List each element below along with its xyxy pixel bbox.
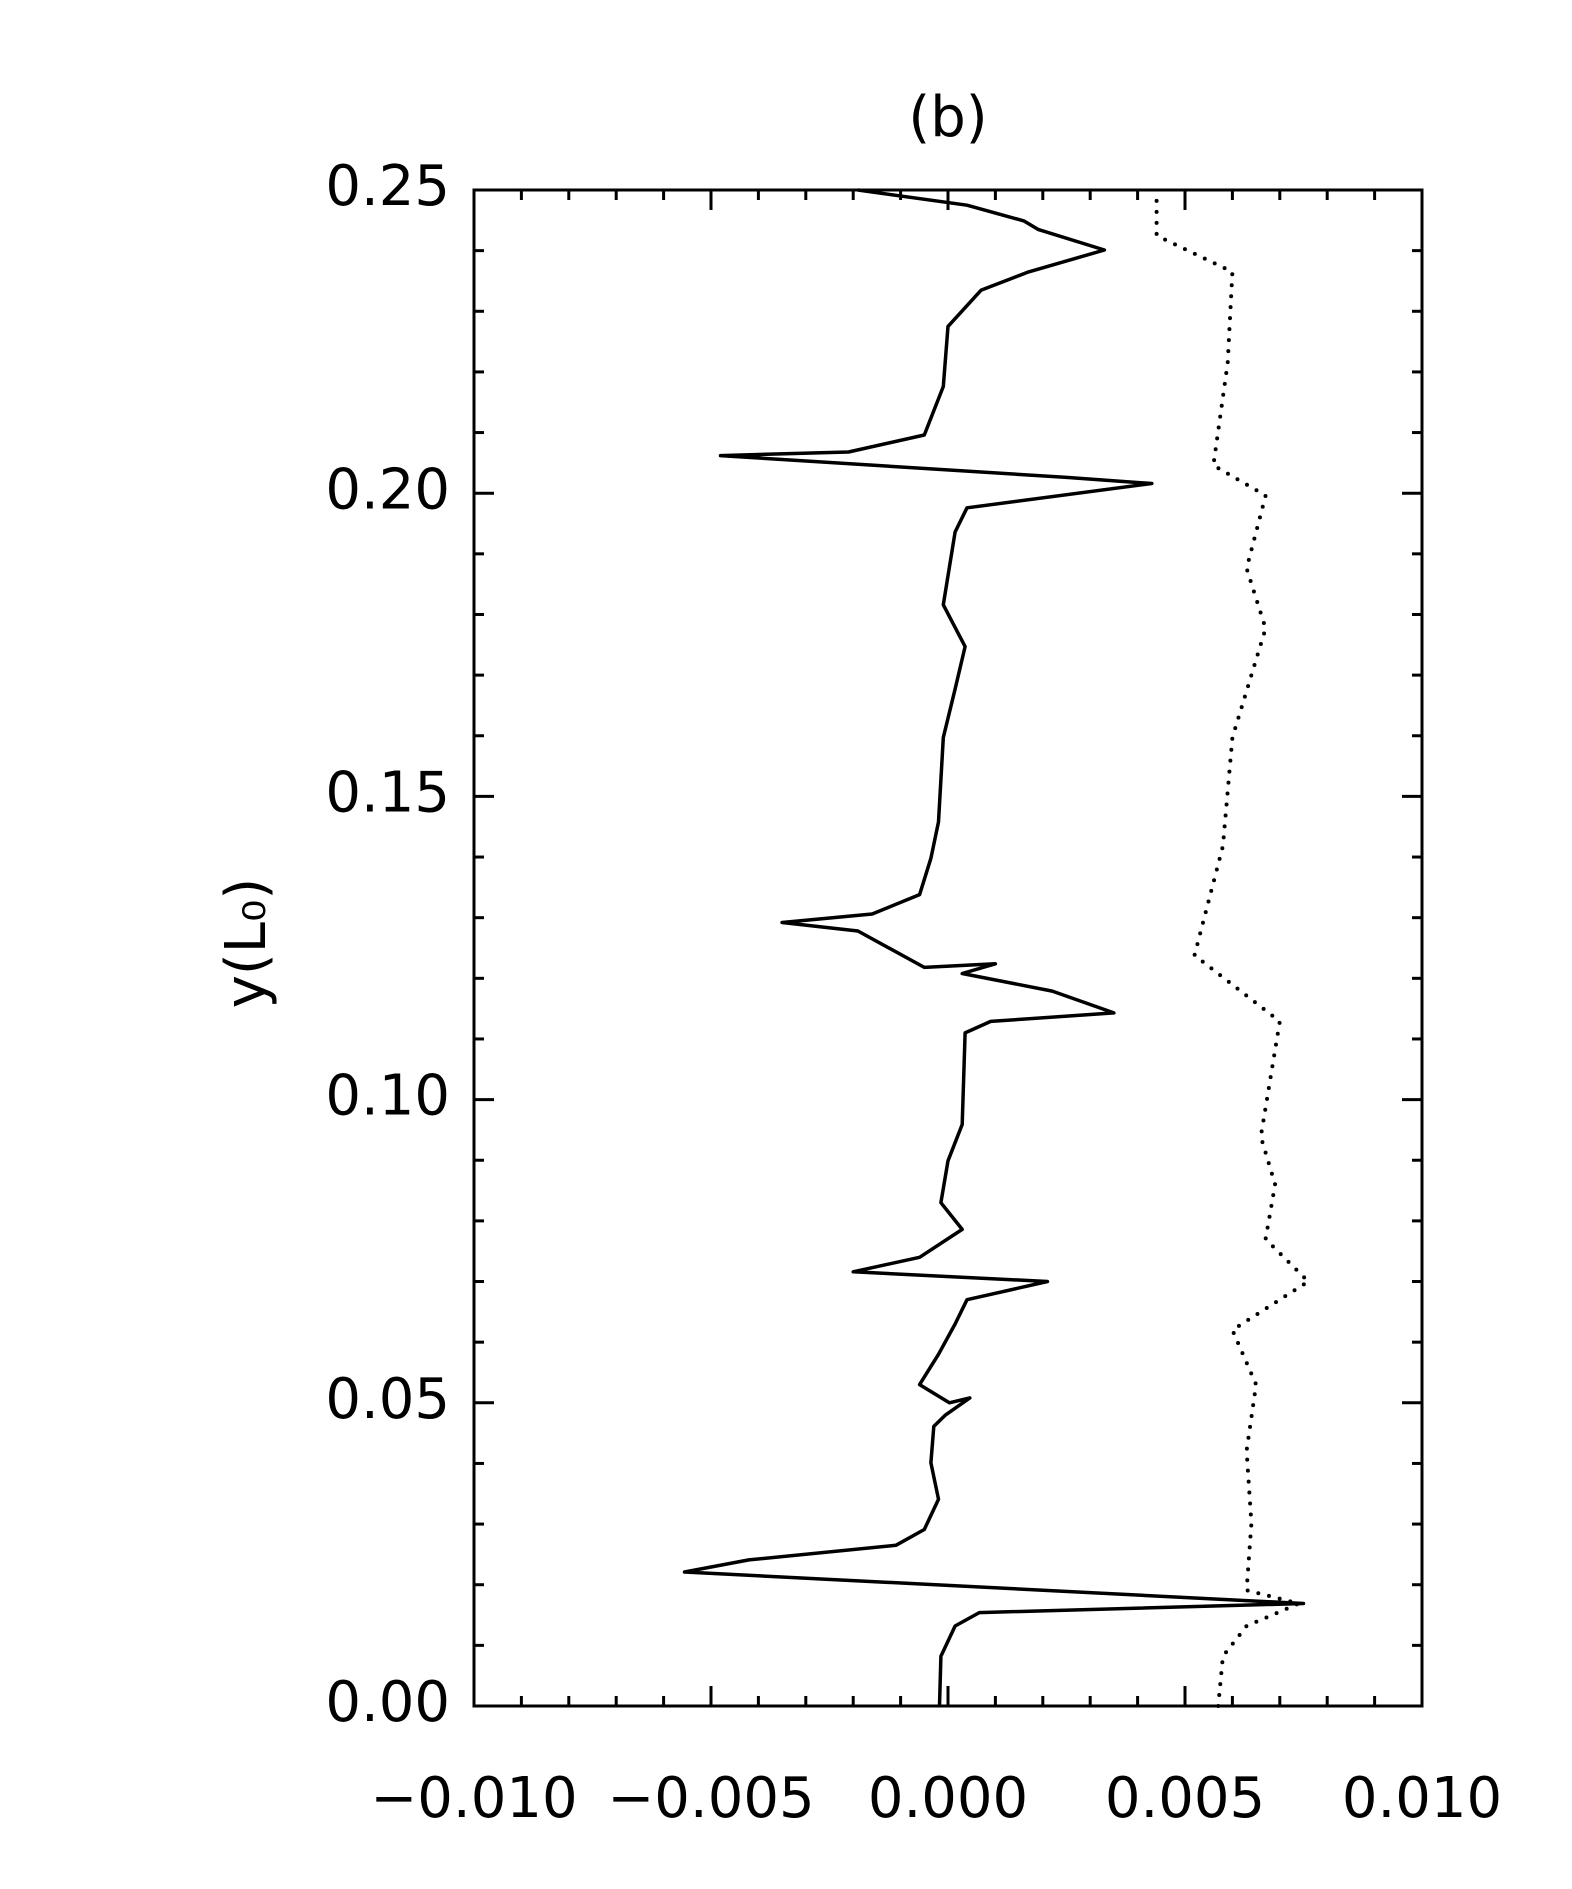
plot-frame (472, 188, 1424, 1708)
x-tick-label: 0.005 (1105, 1766, 1265, 1831)
y-tick-label: 0.05 (325, 1367, 450, 1432)
x-tick-label: −0.010 (370, 1766, 577, 1831)
y-tick-label: 0.25 (325, 154, 450, 219)
line-series (1154, 194, 1311, 1708)
y-tick-label: 0.00 (325, 1670, 450, 1735)
x-tick-label: 0.010 (1342, 1766, 1502, 1831)
x-tick-label: 0.000 (868, 1766, 1028, 1831)
y-axis-label: y(L₀) (214, 878, 279, 1008)
y-tick-label: 0.10 (325, 1064, 450, 1129)
line-series (682, 188, 1306, 1707)
chart-title: (b) (908, 85, 987, 150)
x-tick-label: −0.005 (607, 1766, 814, 1831)
y-tick-label: 0.15 (325, 761, 450, 826)
y-tick-label: 0.20 (325, 457, 450, 522)
